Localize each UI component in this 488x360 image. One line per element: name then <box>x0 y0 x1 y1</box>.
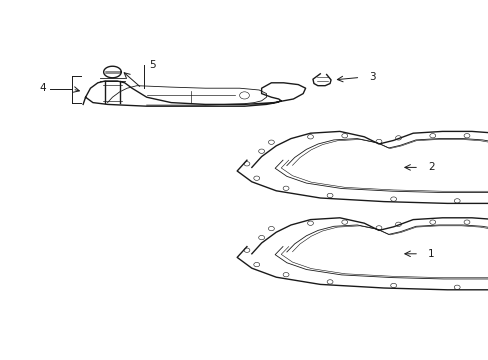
Text: 1: 1 <box>427 249 434 259</box>
Text: 2: 2 <box>427 162 434 172</box>
Polygon shape <box>312 74 330 86</box>
Text: 4: 4 <box>40 83 46 93</box>
Text: 5: 5 <box>149 60 156 70</box>
Text: 3: 3 <box>368 72 375 82</box>
